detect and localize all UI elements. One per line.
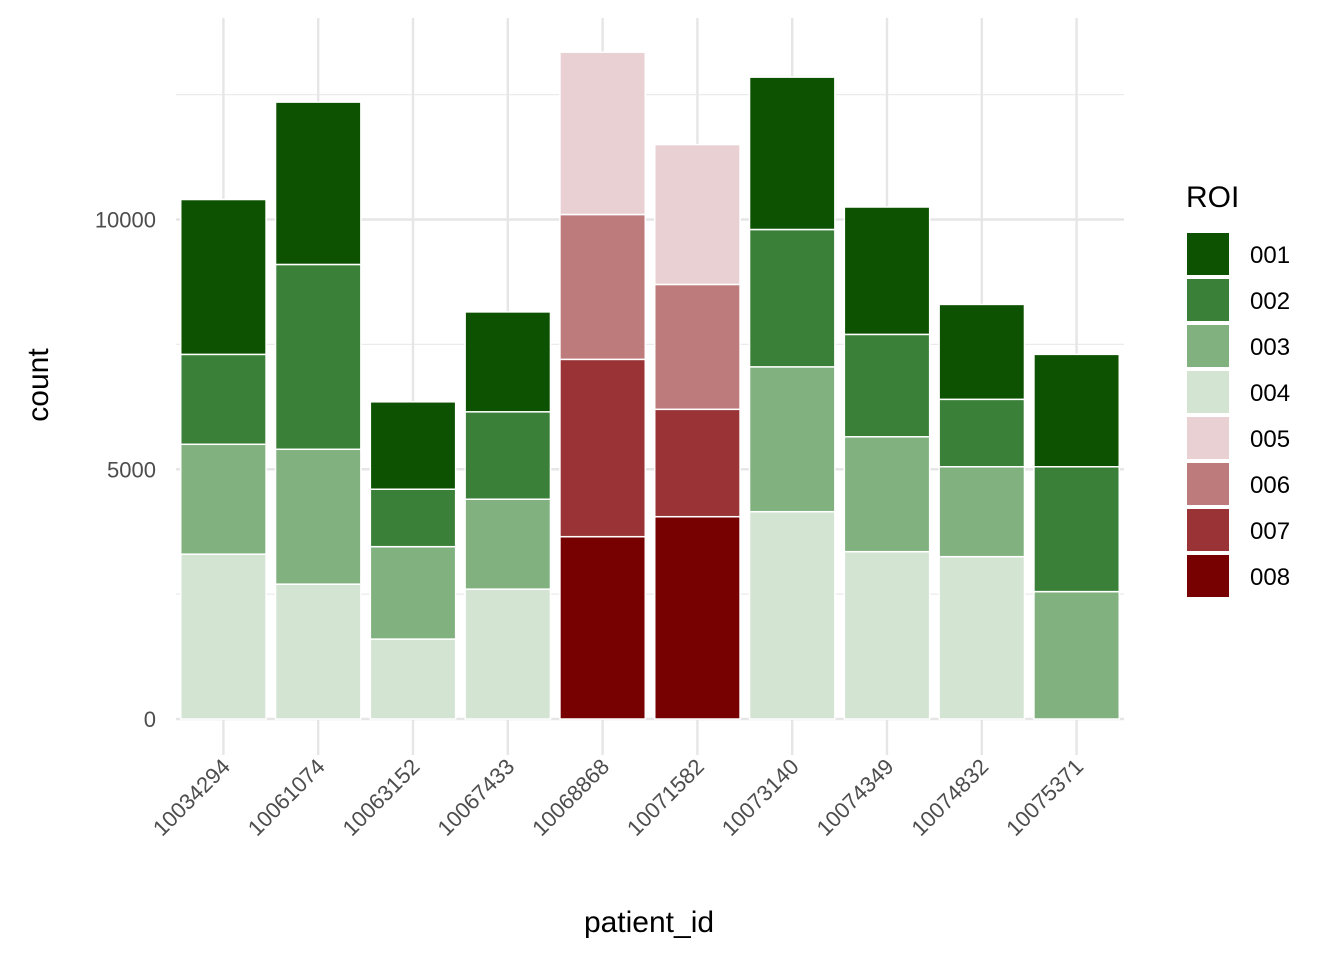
legend-swatch-004 — [1187, 371, 1229, 413]
bar-10034294-roi-004 — [179, 553, 267, 720]
bar-10067433-roi-004 — [464, 588, 552, 720]
legend-swatch-001 — [1187, 233, 1229, 275]
legend-swatch-007 — [1187, 509, 1229, 551]
legend-label-007: 007 — [1250, 518, 1290, 545]
y-tick-label: 5000 — [107, 457, 156, 482]
bar-10074349-roi-004 — [843, 550, 931, 720]
legend-swatch-002 — [1187, 279, 1229, 321]
x-tick-label: 10034294 — [148, 754, 235, 841]
x-tick-label: 10071582 — [622, 754, 709, 841]
legend-label-005: 005 — [1250, 426, 1290, 453]
x-tick-label: 10067433 — [432, 754, 519, 841]
bar-10068868-roi-008 — [559, 535, 647, 720]
bar-10067433-roi-003 — [464, 498, 552, 590]
y-axis-tick-labels: 0 5000 10000 — [95, 208, 156, 733]
y-axis-title: count — [22, 348, 55, 422]
y-tick-label: 0 — [144, 707, 156, 732]
legend: ROI 001 002 003 004 005 006 007 008 — [1186, 181, 1290, 597]
bar-10034294-roi-002 — [179, 353, 267, 446]
bar-10034294-roi-001 — [179, 198, 267, 356]
bar-10061074-roi-001 — [274, 101, 362, 266]
x-axis-title: patient_id — [584, 906, 714, 939]
x-tick-label: 10068868 — [527, 754, 614, 841]
legend-label-008: 008 — [1250, 564, 1290, 591]
legend-label-002: 002 — [1250, 288, 1290, 315]
bar-10067433-roi-002 — [464, 411, 552, 500]
bar-10074832-roi-002 — [938, 398, 1026, 468]
bar-10061074-roi-003 — [274, 448, 362, 585]
x-tick-label: 10075371 — [1001, 754, 1088, 841]
x-tick-label: 10063152 — [338, 754, 425, 841]
bar-10074832-roi-004 — [938, 555, 1026, 720]
bar-10071582-roi-006 — [653, 283, 741, 411]
bar-10073140-roi-004 — [748, 510, 836, 720]
legend-label-003: 003 — [1250, 334, 1290, 361]
bar-10068868-roi-007 — [559, 358, 647, 538]
bar-10067433-roi-001 — [464, 311, 552, 413]
x-tick-label: 10074832 — [906, 754, 993, 841]
bar-10061074-roi-004 — [274, 583, 362, 720]
legend-label-001: 001 — [1250, 242, 1290, 269]
bar-10063152-roi-002 — [369, 488, 457, 548]
legend-items: 001 002 003 004 005 006 007 008 — [1187, 233, 1290, 597]
bar-10063152-roi-001 — [369, 401, 457, 490]
bar-10068868-roi-005 — [559, 51, 647, 216]
x-tick-label: 10073140 — [717, 754, 804, 841]
bar-10061074-roi-002 — [274, 263, 362, 451]
bar-10073140-roi-001 — [748, 76, 836, 231]
bar-10074832-roi-001 — [938, 303, 1026, 401]
x-tick-label: 10061074 — [243, 754, 330, 841]
bar-10071582-roi-005 — [653, 143, 741, 286]
legend-swatch-006 — [1187, 463, 1229, 505]
bar-10073140-roi-002 — [748, 228, 836, 368]
bar-10074832-roi-003 — [938, 466, 1026, 558]
legend-label-004: 004 — [1250, 380, 1290, 407]
legend-swatch-005 — [1187, 417, 1229, 459]
bar-10074349-roi-001 — [843, 206, 931, 336]
bar-10071582-roi-007 — [653, 408, 741, 518]
y-tick-label: 10000 — [95, 208, 156, 233]
bar-10075371-roi-003 — [1033, 590, 1121, 720]
bar-10034294-roi-003 — [179, 443, 267, 555]
bar-10074349-roi-002 — [843, 333, 931, 438]
legend-swatch-008 — [1187, 555, 1229, 597]
bar-10074349-roi-003 — [843, 436, 931, 553]
bar-10063152-roi-004 — [369, 638, 457, 720]
x-tick-label: 10074349 — [812, 754, 899, 841]
legend-title: ROI — [1186, 181, 1239, 214]
legend-swatch-003 — [1187, 325, 1229, 367]
bar-10063152-roi-003 — [369, 545, 457, 640]
bar-10073140-roi-003 — [748, 366, 836, 513]
bar-10075371-roi-002 — [1033, 466, 1121, 593]
bar-10068868-roi-006 — [559, 213, 647, 361]
legend-label-006: 006 — [1250, 472, 1290, 499]
bars — [179, 51, 1121, 720]
x-axis-tick-labels: 10034294 10061074 10063152 10067433 10068868… — [148, 754, 1088, 841]
bar-10071582-roi-008 — [653, 515, 741, 720]
bar-10075371-roi-001 — [1033, 353, 1121, 468]
